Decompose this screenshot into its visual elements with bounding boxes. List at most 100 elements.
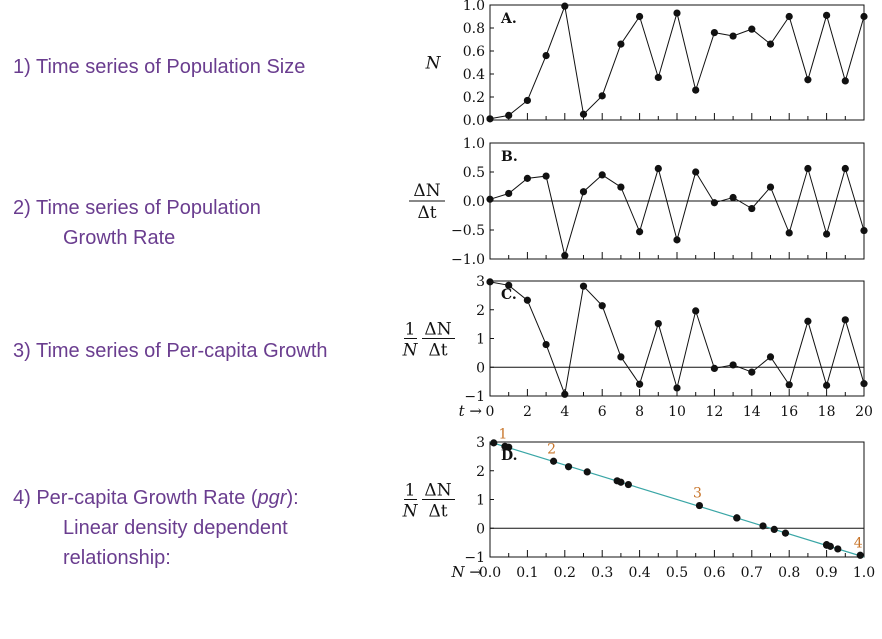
panel-4-xtick-label: 0.3	[591, 565, 613, 581]
panel-1-ytick-label: 1.0	[463, 0, 485, 14]
panel-4-ylabel-num: ΔN	[424, 481, 451, 501]
panel-2-point	[505, 189, 513, 198]
panel-3-xtick-label: 12	[705, 404, 723, 420]
panel-2-ytick-label: −1.0	[451, 252, 485, 268]
panel-3-point	[505, 281, 513, 289]
panel-4-annotation: 4	[854, 535, 863, 551]
panel-4-xlabel: N →	[451, 563, 483, 581]
panel-3-point	[486, 278, 494, 286]
panel-2-point	[823, 230, 831, 238]
panel-4-xtick-label: 0.9	[815, 565, 837, 581]
panel-4-ytick-label: −1	[464, 550, 485, 566]
panel-3-xtick-label: 10	[668, 404, 686, 420]
panel-4-point	[583, 468, 591, 476]
panel-3-xtick-label: 6	[598, 404, 607, 420]
caption-3-line-1: 3) Time series of Per-capita Growth	[13, 340, 328, 362]
panel-3-xtick-label: 0	[486, 404, 495, 420]
panel-1-point	[598, 92, 606, 100]
panel-3-ylabel-n: N	[402, 341, 419, 361]
panel-4-ytick-label: 2	[476, 464, 485, 480]
panel-3-point	[748, 368, 756, 376]
panel-4-point	[834, 545, 842, 553]
panel-2-point	[841, 164, 849, 173]
panel-4-xtick-label: 1.0	[853, 565, 875, 581]
panel-2-point	[579, 188, 588, 196]
panel-2-point	[729, 193, 737, 202]
panel-2-point	[804, 164, 812, 173]
panel-2-point	[654, 164, 662, 173]
panel-1-point	[710, 28, 719, 37]
panel-3-point	[823, 381, 831, 389]
panel-3-point	[860, 380, 868, 388]
caption-4-line-1b: pgr	[257, 487, 287, 509]
caption-4: 4) Per-capita Growth Rate (pgr): Linear …	[13, 483, 299, 573]
panel-2-point	[542, 172, 550, 180]
panel-3-xtick-label: 8	[635, 404, 644, 420]
panel-3-point	[579, 282, 588, 290]
panel-4-xtick-label: 0.4	[628, 565, 650, 581]
panel-3-point	[654, 319, 662, 328]
panel-4-point	[617, 478, 625, 486]
panel-3-point	[636, 380, 644, 388]
panel-3-frame	[489, 280, 865, 397]
panel-3-ytick-label: −1	[464, 389, 485, 405]
panel-1-ytick-label: 0.8	[463, 21, 485, 37]
panel-1-ylabel: N	[425, 54, 442, 74]
panel-2-point	[785, 229, 793, 237]
panel-4-xtick-label: 0.7	[741, 565, 763, 581]
panel-1-point	[523, 96, 532, 105]
panel-4-point	[826, 542, 834, 550]
panel-1-ytick-label: 0.6	[463, 44, 485, 60]
panel-3-xtick-label: 20	[855, 404, 873, 420]
panel-4-ytick-label: 0	[476, 521, 485, 537]
panel-1-point	[579, 110, 588, 118]
panel-3-ytick-label: 2	[476, 303, 485, 319]
panel-3-point	[542, 340, 550, 349]
panel-1-frame	[489, 4, 865, 121]
panel-1-point	[841, 77, 849, 85]
panel-2-ytick-label: 0.0	[463, 194, 485, 210]
panel-2-point	[860, 226, 868, 235]
panel-4-point	[490, 439, 498, 447]
panel-1-ytick-label: 0.2	[463, 90, 485, 106]
panel-4-point	[505, 443, 513, 451]
panel-3-label: C.	[501, 287, 517, 303]
panel-2-ylabel-num: ΔN	[413, 181, 440, 201]
panel-4-point	[549, 457, 558, 465]
caption-4-line-2: Linear density dependent	[63, 517, 288, 539]
panel-4-ytick-label: 1	[476, 493, 485, 509]
panel-2-point	[598, 171, 606, 179]
panel-4-ylabel-den: Δt	[428, 502, 447, 522]
panel-3-point	[692, 307, 700, 315]
panel-2-ylabel-den: Δt	[417, 203, 436, 223]
panel-1-point	[748, 25, 756, 33]
panel-1-point	[766, 40, 775, 48]
panel-2-ytick-label: 1.0	[463, 136, 485, 152]
panel-4-xtick-label: 0.8	[778, 565, 800, 581]
panel-4-point	[759, 522, 767, 530]
panel-4-point	[770, 525, 778, 534]
panel-3-point	[523, 296, 532, 304]
panel-4-ylabel-n: N	[402, 502, 419, 522]
panel-1-point	[486, 115, 494, 123]
panel-2-label: B.	[501, 149, 518, 165]
caption-2-line-1: 2) Time series of Population	[13, 197, 261, 219]
panel-3-series-line	[489, 281, 865, 397]
panel-3-xtick-label: 14	[743, 404, 761, 420]
panel-4-ylabel-one: 1	[405, 481, 416, 501]
panel-1-point	[804, 76, 812, 84]
panel-2-point	[748, 204, 756, 213]
panel-4-xtick-label: 0.0	[479, 565, 501, 581]
panel-3-point	[729, 361, 737, 369]
panel-3-point	[710, 364, 719, 372]
panel-1-point	[692, 86, 700, 94]
panel-2-point	[561, 251, 569, 260]
panel-2-point	[617, 183, 625, 191]
panel-3-ylabel-num: ΔN	[424, 320, 451, 340]
caption-4-line-3: relationship:	[63, 547, 171, 569]
panel-2-point	[523, 174, 532, 182]
caption-2: 2) Time series of Population Growth Rate	[13, 193, 261, 253]
panel-3-ytick-label: 3	[476, 274, 485, 290]
panel-3-ytick-label: 0	[476, 360, 485, 376]
